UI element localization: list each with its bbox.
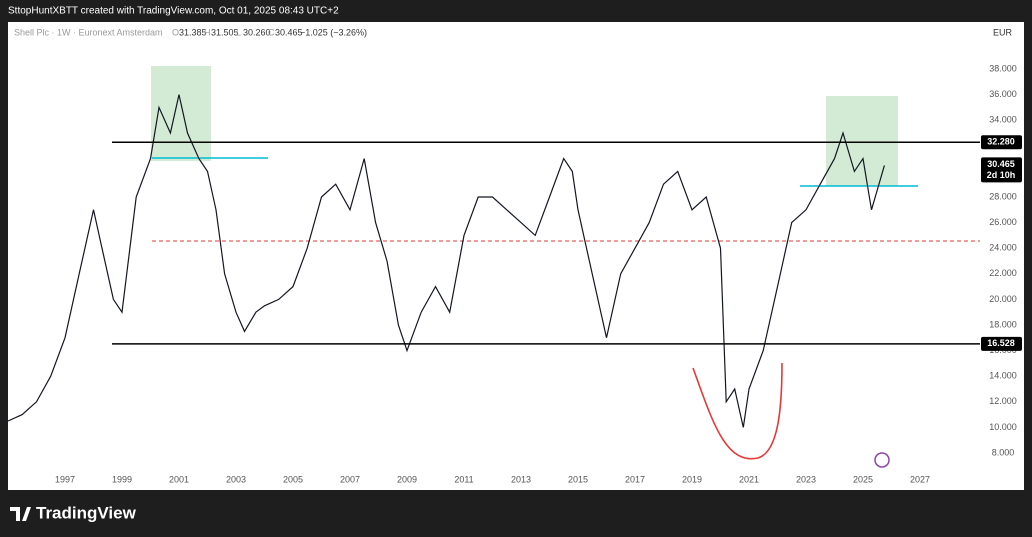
icon	[874, 452, 890, 468]
y-tick-label: 14.000	[989, 371, 1017, 381]
ohlc-value: 30.260	[243, 27, 271, 37]
x-tick-label: 2027	[910, 474, 930, 484]
ohlc-label: O	[172, 27, 179, 37]
y-tick-label: 34.000	[989, 115, 1017, 125]
level-label: 32.280	[987, 137, 1015, 147]
x-tick-label: 1999	[112, 474, 132, 484]
x-tick-label: 1997	[55, 474, 75, 484]
plot: 8.00010.00012.00014.00016.00018.00020.00…	[7, 63, 1022, 484]
level-label: 16.528	[987, 338, 1015, 348]
ohlc-label: C	[268, 27, 275, 37]
x-tick-label: 2005	[283, 474, 303, 484]
currency: EUR	[993, 27, 1013, 37]
y-tick-label: 22.000	[989, 268, 1017, 278]
ohlc-value: 30.465	[275, 27, 303, 37]
level-tag	[981, 135, 1022, 150]
x-tick-label: 2013	[511, 474, 531, 484]
symbol: Shell Plc · 1W · Euronext Amsterdam	[14, 27, 163, 37]
last-price-tag	[981, 157, 1022, 183]
y-tick-label: 36.000	[989, 89, 1017, 99]
y-tick-label: 28.000	[989, 191, 1017, 201]
price-line	[7, 94, 885, 428]
x-tick-label: 2023	[796, 474, 816, 484]
x-tick-label: 2025	[853, 474, 873, 484]
x-tick-label: 2007	[340, 474, 360, 484]
level-tag	[981, 336, 1022, 351]
zone-box	[151, 66, 211, 161]
y-tick-label: 38.000	[989, 63, 1017, 73]
chart-title: SttopHuntXBTT created with TradingView.c…	[8, 6, 339, 17]
x-tick-label: 2009	[397, 474, 417, 484]
x-tick-label: 2015	[568, 474, 588, 484]
brand: TradingView	[36, 503, 137, 522]
x-tick-label: 2003	[226, 474, 246, 484]
y-tick-label: 18.000	[989, 319, 1017, 329]
y-tick-label: 24.000	[989, 243, 1017, 253]
y-tick-label: 8.000	[992, 447, 1015, 457]
ohlc-label: L	[236, 27, 241, 37]
ohlc-value: 31.385	[179, 27, 207, 37]
x-tick-label: 2001	[169, 474, 189, 484]
ohlc-label: H	[204, 27, 211, 37]
y-tick-label: 10.000	[989, 422, 1017, 432]
x-tick-label: 2021	[739, 474, 759, 484]
y-tick-label: 20.000	[989, 294, 1017, 304]
ohlc-value: 31.505	[211, 27, 239, 37]
zone-box	[826, 96, 898, 186]
y-tick-label: 26.000	[989, 217, 1017, 227]
y-tick-label: 12.000	[989, 396, 1017, 406]
curve-drawing	[692, 362, 783, 460]
countdown: 2d 10h	[987, 170, 1016, 180]
x-tick-label: 2017	[625, 474, 645, 484]
x-tick-label: 2011	[454, 474, 473, 484]
x-tick-label: 2019	[682, 474, 702, 484]
brand-logo	[10, 507, 31, 521]
last-price-label: 30.465	[987, 159, 1015, 169]
change: −1.025 (−3.26%)	[300, 27, 367, 37]
